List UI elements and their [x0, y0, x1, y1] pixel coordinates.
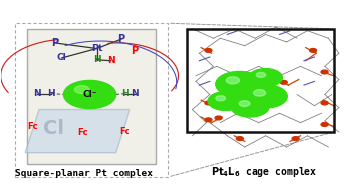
Text: H: H — [48, 89, 55, 98]
Circle shape — [239, 101, 250, 106]
Polygon shape — [25, 109, 130, 153]
Circle shape — [208, 92, 243, 110]
Circle shape — [215, 116, 222, 120]
Circle shape — [321, 70, 328, 74]
Text: H: H — [93, 55, 100, 64]
Text: Cl: Cl — [43, 119, 64, 138]
Bar — [187, 29, 334, 132]
Circle shape — [244, 85, 287, 108]
Circle shape — [321, 101, 328, 105]
Circle shape — [226, 77, 239, 84]
Text: Pt: Pt — [91, 44, 102, 53]
Text: Fc: Fc — [27, 122, 37, 131]
Circle shape — [205, 101, 212, 105]
Text: N: N — [107, 56, 114, 65]
Circle shape — [216, 71, 263, 97]
Circle shape — [216, 96, 225, 101]
Circle shape — [205, 118, 212, 122]
Circle shape — [249, 69, 282, 87]
Circle shape — [221, 86, 228, 90]
Circle shape — [75, 86, 89, 94]
Circle shape — [309, 49, 316, 52]
Circle shape — [205, 49, 212, 52]
Text: P: P — [117, 34, 125, 44]
Text: N: N — [131, 89, 139, 98]
Circle shape — [292, 137, 299, 140]
Text: Cl: Cl — [57, 53, 66, 62]
Text: P: P — [131, 46, 139, 56]
Text: H: H — [121, 89, 128, 98]
Text: Square-planar Pt complex: Square-planar Pt complex — [15, 169, 153, 178]
Text: P: P — [51, 38, 58, 48]
Circle shape — [321, 123, 328, 126]
Bar — [15, 23, 168, 177]
Text: Fc: Fc — [77, 129, 88, 137]
Circle shape — [231, 96, 269, 117]
Circle shape — [236, 137, 243, 140]
Text: $\mathbf{Pt_4L_6}$ cage complex: $\mathbf{Pt_4L_6}$ cage complex — [211, 165, 317, 179]
Text: Fc: Fc — [119, 127, 130, 136]
Text: Cl⁻: Cl⁻ — [82, 90, 97, 99]
Circle shape — [280, 81, 287, 84]
Circle shape — [256, 72, 266, 77]
Circle shape — [253, 90, 266, 96]
Bar — [27, 29, 156, 164]
Circle shape — [63, 81, 116, 108]
Text: N: N — [34, 89, 41, 98]
